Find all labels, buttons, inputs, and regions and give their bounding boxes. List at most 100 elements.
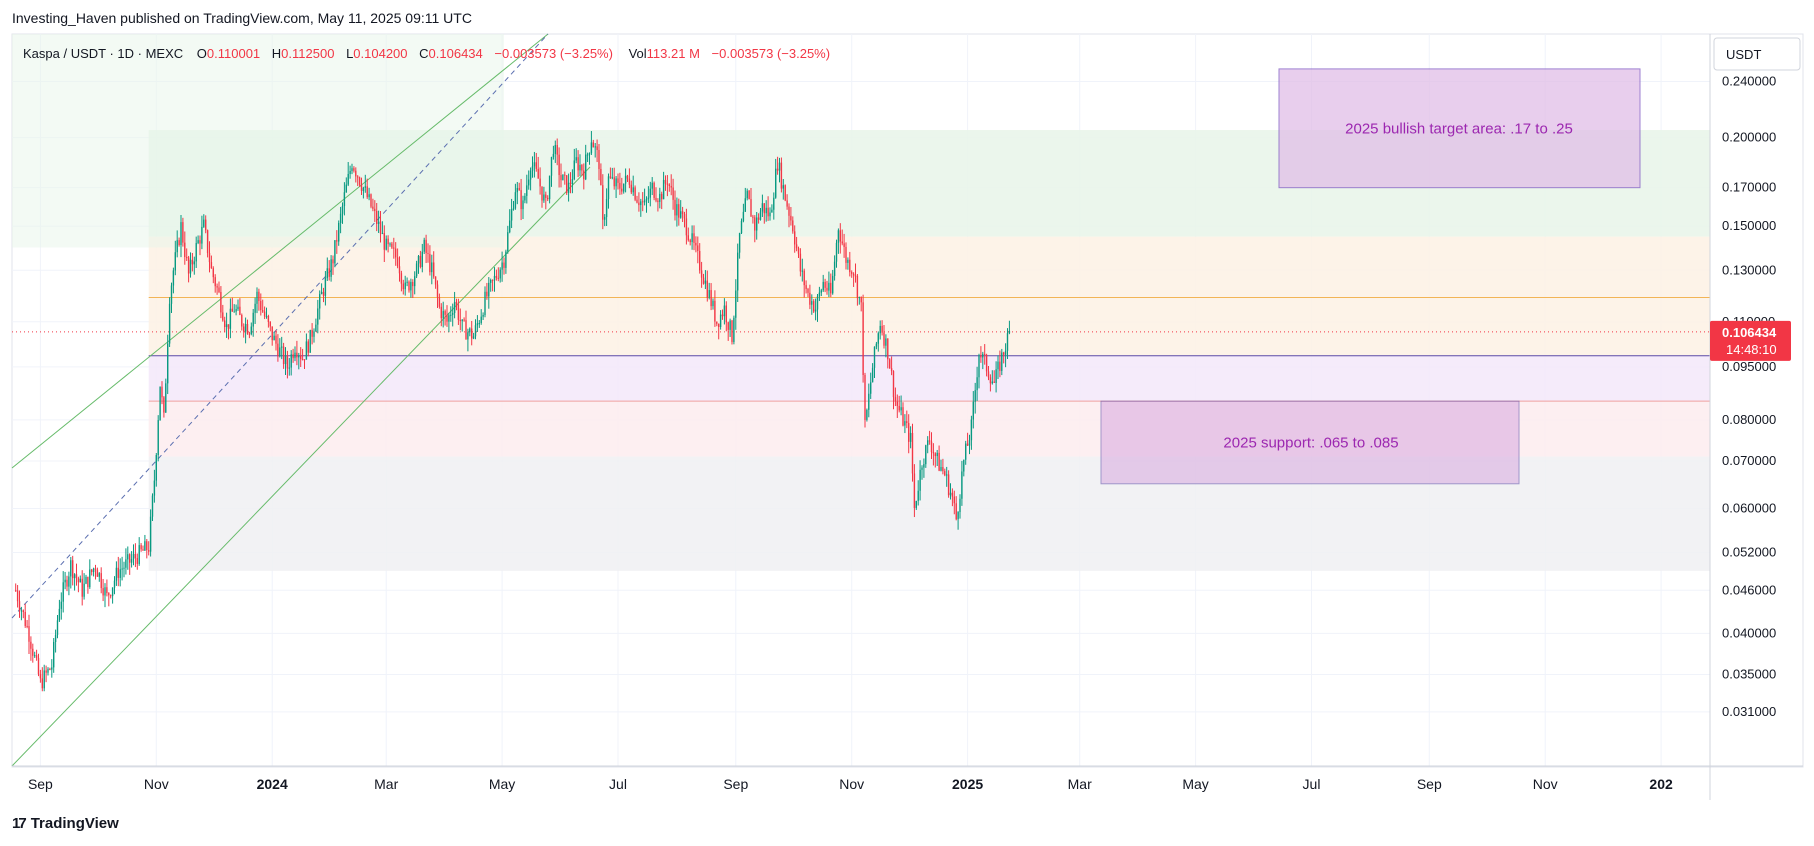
candle xyxy=(518,182,520,191)
candle-body xyxy=(786,200,788,207)
candle xyxy=(921,465,923,480)
candle xyxy=(1003,351,1005,364)
candle-body xyxy=(889,359,891,369)
candle xyxy=(446,305,448,327)
candle-body xyxy=(427,253,429,255)
price-tick-label: 0.040000 xyxy=(1722,625,1776,640)
candle xyxy=(15,583,17,592)
candle xyxy=(168,297,171,348)
candle-body xyxy=(73,574,76,579)
candle xyxy=(890,356,893,376)
candle-body xyxy=(801,270,803,272)
candle-body xyxy=(944,471,946,476)
candle-body xyxy=(953,496,955,504)
candle xyxy=(554,140,556,163)
candle-body xyxy=(645,198,648,201)
candle-body xyxy=(816,296,819,310)
candle xyxy=(680,200,682,219)
candle xyxy=(106,579,108,597)
candle-body xyxy=(765,207,767,214)
candle xyxy=(598,144,600,181)
candle-body xyxy=(186,257,188,259)
candle xyxy=(585,144,587,181)
candle xyxy=(887,338,889,369)
candle xyxy=(864,372,866,428)
candle xyxy=(377,210,380,233)
candle xyxy=(685,208,688,245)
bullish-target-label: 2025 bullish target area: .17 to .25 xyxy=(1345,120,1573,137)
candle-body xyxy=(535,162,537,169)
candle xyxy=(995,361,997,393)
legend-symbol[interactable]: Kaspa / USDT · 1D · MEXC xyxy=(23,46,183,61)
candle-body xyxy=(229,308,232,329)
candle xyxy=(700,261,703,288)
candle xyxy=(778,157,781,183)
candle xyxy=(792,216,794,234)
candle-body xyxy=(66,579,68,587)
candle-body xyxy=(252,312,254,327)
candle xyxy=(653,181,655,201)
candle xyxy=(501,251,503,282)
candle xyxy=(353,166,355,173)
candle xyxy=(516,182,518,205)
candle xyxy=(419,250,422,269)
candle-body xyxy=(467,332,469,340)
candle xyxy=(108,592,110,607)
candle xyxy=(588,152,591,165)
tradingview-logo[interactable]: 17 TradingView xyxy=(12,815,119,832)
candle xyxy=(889,358,891,369)
candle xyxy=(495,269,498,281)
candle-body xyxy=(453,301,456,314)
candle-body xyxy=(372,206,374,209)
candle xyxy=(592,139,594,148)
candle-body xyxy=(858,297,860,299)
candle xyxy=(402,279,404,295)
candle-body xyxy=(87,576,89,588)
candle-body xyxy=(771,209,773,213)
candle-body xyxy=(218,287,220,293)
candle xyxy=(520,178,522,221)
candle xyxy=(119,558,121,587)
candle xyxy=(436,280,439,308)
candle-body xyxy=(328,268,330,277)
candle xyxy=(664,175,667,191)
candle xyxy=(343,182,346,216)
candle xyxy=(415,260,418,279)
candle-body xyxy=(585,154,587,180)
candle-body xyxy=(843,243,845,247)
candle xyxy=(533,151,536,178)
legend-low-label: L xyxy=(346,46,353,61)
candle-body xyxy=(281,346,283,348)
candle xyxy=(512,200,515,211)
candle xyxy=(159,386,161,421)
candle-body xyxy=(60,601,62,609)
candle xyxy=(1008,320,1011,335)
candle-body xyxy=(662,179,665,200)
candle-body xyxy=(121,568,123,570)
candle-body xyxy=(835,242,838,262)
candle xyxy=(535,152,537,172)
axis-layer: USDT 0.240000 0.200000 0.170000 0.150000 0.13… xyxy=(12,34,1803,800)
candle-body xyxy=(609,176,612,178)
legend-open-value: 0.110001 xyxy=(207,46,260,61)
candle-body xyxy=(216,286,218,288)
candle xyxy=(484,286,486,318)
candle xyxy=(290,350,292,376)
candle-body xyxy=(737,252,739,291)
candle xyxy=(341,202,344,224)
candle-body xyxy=(809,292,811,305)
candle xyxy=(961,460,963,506)
candle-body xyxy=(628,178,631,185)
legend-vol-value: 113.21 M xyxy=(647,46,700,61)
candle xyxy=(246,319,249,335)
candle xyxy=(79,575,81,583)
candle xyxy=(176,230,178,258)
candle xyxy=(999,350,1001,378)
candle-body xyxy=(1006,333,1009,351)
candle-body xyxy=(866,409,868,420)
candle xyxy=(900,395,902,416)
candle xyxy=(250,322,252,336)
candle xyxy=(841,229,843,246)
candle-body xyxy=(716,321,718,324)
